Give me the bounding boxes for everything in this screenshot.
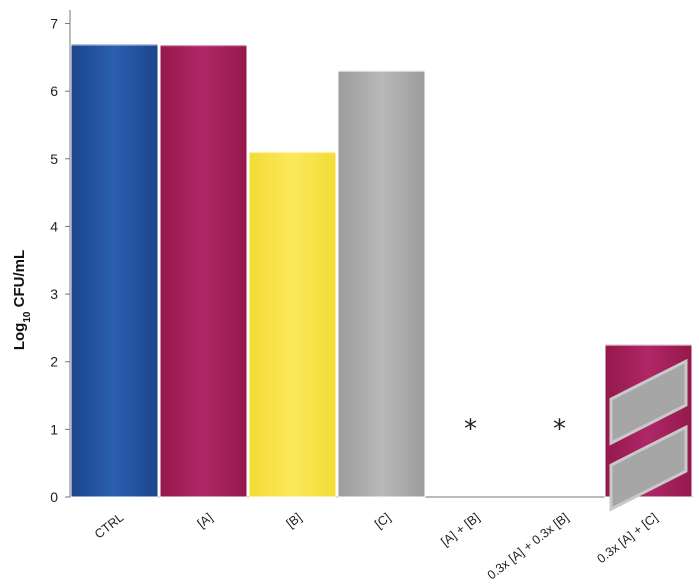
x-tick-label: CTRL [92,510,126,541]
significance-asterisk: * [553,414,566,444]
y-tick-label: 3 [50,286,58,302]
y-tick-label: 5 [50,151,58,167]
y-tick-label: 2 [50,354,58,370]
bar [337,69,426,498]
y-axis-title-main: Log [11,323,28,351]
x-tick-label: [A] [195,510,216,530]
hatch-band [609,358,688,446]
x-tick-label: 0.3x [A] + 0.3x [B] [485,510,572,582]
x-tick-label: [B] [284,510,305,530]
x-tick-label: 0.3x [A] + [C] [595,510,661,566]
y-axis-title-subscript: 10 [22,311,33,323]
y-tick-label: 0 [50,489,58,505]
hatch-overlay [609,358,688,512]
bar [70,43,159,498]
y-axis-title: Log10 CFU/mL [11,250,33,350]
x-axis-labels: CTRL [A] [B] [C] [A] + [B] 0.3x [A] + 0.3x [B… [92,510,660,582]
bar [159,43,248,498]
y-axis-title-rest: CFU/mL [11,250,28,312]
significance-markers: * * [464,414,566,444]
x-tick-label: [C] [372,510,393,531]
bars [70,43,693,498]
y-tick-label: 4 [50,218,58,234]
y-tick-label: 6 [50,83,58,99]
y-tick-label: 1 [50,421,58,437]
x-tick-label: [A] + [B] [438,510,482,549]
significance-asterisk: * [464,414,477,444]
bar [248,150,337,498]
y-tick-label: 7 [50,16,58,32]
hatch-band [609,424,688,512]
